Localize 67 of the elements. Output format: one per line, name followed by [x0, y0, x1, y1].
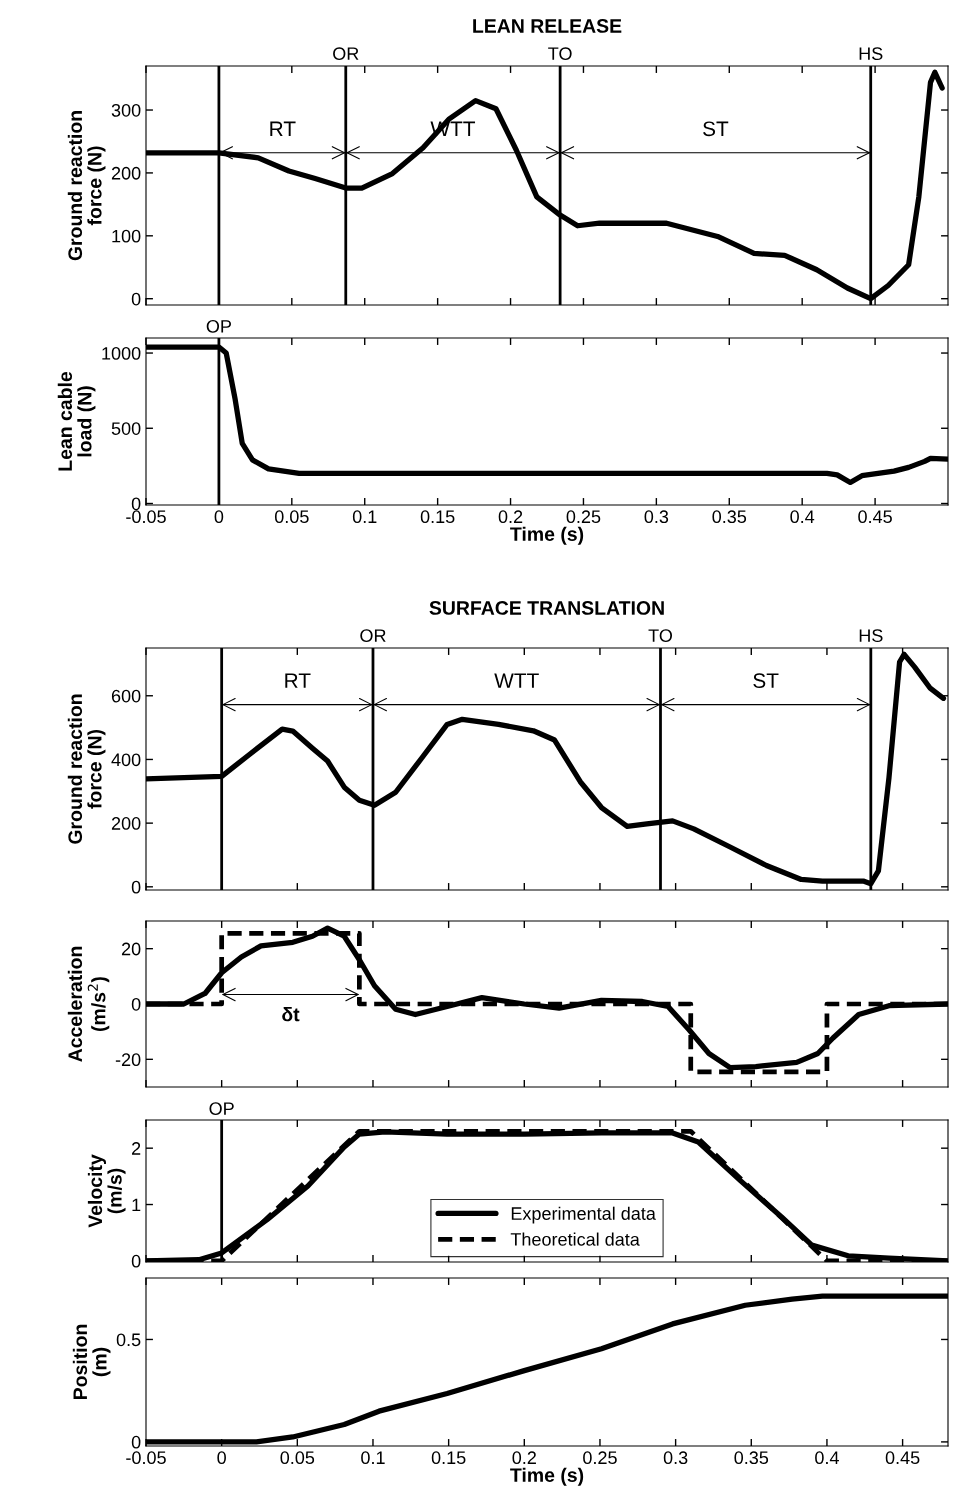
- x-tick-label: 0.05: [274, 510, 309, 524]
- x-axis-title: Time (s): [510, 526, 584, 545]
- y-axis-title: Lean cable load (N): [57, 371, 96, 471]
- ref-line-label: OP: [209, 1102, 234, 1116]
- y-axis-title: Ground reaction force (N): [67, 111, 106, 261]
- annotation: ST: [703, 121, 729, 137]
- x-tick-label: 0.45: [858, 510, 892, 524]
- y-axis-title: Acceleration (m/s$^{2}$): [67, 946, 110, 1062]
- annotation: δt: [282, 1007, 300, 1022]
- annotation: RT: [285, 673, 311, 688]
- y-tick-label: 0: [131, 880, 141, 894]
- y-tick-label: 0.5: [116, 1333, 141, 1347]
- x-tick-label: 0.2: [512, 1451, 536, 1465]
- y-tick-label: 600: [111, 689, 141, 703]
- x-tick-label: 0.1: [361, 1451, 385, 1465]
- x-axis-title: Time (s): [510, 1467, 584, 1486]
- y-tick-label: 0: [131, 497, 141, 511]
- annotation: ST: [753, 673, 779, 689]
- x-tick-label: 0.3: [663, 1451, 688, 1465]
- ref-line-label: HS: [859, 47, 883, 61]
- y-tick-label: 1000: [102, 346, 141, 360]
- ref-line-label: HS: [859, 629, 883, 643]
- ref-line-label: OR: [333, 47, 359, 61]
- x-tick-label: 0.35: [734, 1451, 769, 1465]
- x-tick-label: 0.4: [790, 510, 815, 524]
- x-tick-label: 0.45: [885, 1451, 920, 1465]
- y-tick-label: 0: [131, 292, 141, 306]
- chart-title: SURFACE TRANSLATION: [429, 601, 664, 615]
- x-tick-label: 0.4: [815, 1451, 839, 1465]
- x-tick-label: 0.35: [712, 510, 747, 524]
- y-tick-label: 100: [112, 229, 141, 243]
- x-tick-label: -0.05: [126, 1451, 166, 1465]
- y-tick-label: 400: [111, 753, 141, 767]
- y-axis-title: Velocity (m/s): [87, 1154, 126, 1228]
- x-tick-label: 0.2: [498, 510, 523, 524]
- y-tick-label: 300: [111, 103, 141, 117]
- y-tick-label: 20: [121, 942, 141, 956]
- y-tick-label: 0: [131, 1254, 141, 1268]
- y-axis-title: Position (m): [72, 1324, 111, 1400]
- y-tick-label: 0: [131, 1435, 141, 1449]
- x-tick-label: 0.15: [431, 1451, 466, 1465]
- y-tick-label: 200: [111, 166, 141, 180]
- y-tick-label: 0: [131, 997, 141, 1011]
- x-tick-label: 0.3: [644, 510, 669, 524]
- x-tick-label: -0.05: [126, 510, 166, 524]
- annotation: WTT: [494, 673, 539, 688]
- ref-line-label: OP: [206, 319, 231, 333]
- y-tick-label: 500: [111, 422, 141, 435]
- y-axis-title: Ground reaction force (N): [67, 694, 106, 844]
- ref-line-label: TO: [648, 629, 673, 643]
- x-tick-label: 0.25: [566, 510, 601, 524]
- y-tick-label: 200: [111, 817, 141, 830]
- y-tick-label: 1: [132, 1198, 141, 1212]
- x-tick-label: 0.15: [420, 510, 455, 524]
- y-tick-label: -20: [115, 1053, 141, 1067]
- annotation: RT: [270, 121, 296, 136]
- chart-title: LEAN RELEASE: [473, 19, 622, 33]
- x-tick-label: 0: [214, 510, 224, 524]
- x-tick-label: 0.25: [583, 1451, 617, 1465]
- legend-label: Theoretical data: [510, 1232, 640, 1246]
- legend-label: Experimental data: [511, 1206, 656, 1224]
- x-tick-label: 0: [217, 1451, 226, 1465]
- ref-line-label: OR: [360, 629, 386, 643]
- x-tick-label: 0.1: [352, 510, 377, 524]
- x-tick-label: 0.05: [280, 1451, 315, 1465]
- ref-line-label: TO: [548, 47, 572, 61]
- y-tick-label: 2: [132, 1142, 141, 1155]
